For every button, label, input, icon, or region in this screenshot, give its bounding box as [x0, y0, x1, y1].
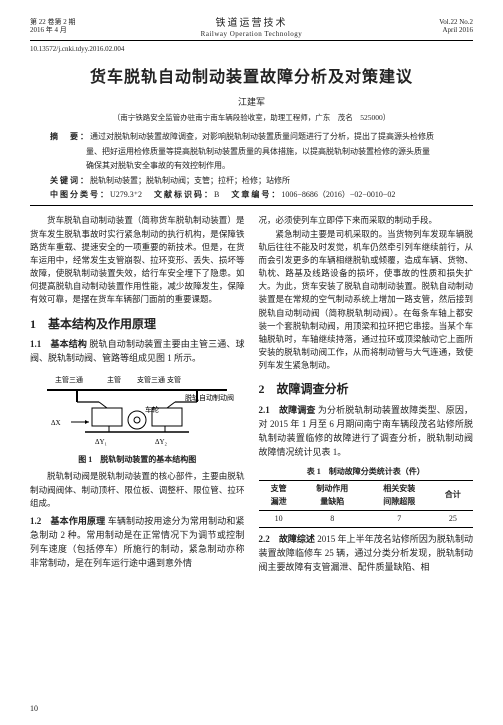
fig-label-dy1: ΔY₁	[95, 438, 107, 446]
sec-1-1-title: 1.1 基本结构	[30, 339, 87, 349]
classification-row: 中图分类号：U279.3⁺2 文献标识码：B 文章编号：1006−8686（20…	[30, 189, 473, 201]
fig-label-b: 主管	[107, 375, 121, 384]
fig-label-d: 支管	[167, 375, 181, 384]
keywords-label: 关键词：	[50, 176, 90, 185]
section-2-1: 2.1 故障调查 为分析脱轨制动装置故障类型、原因，对 2015 年 1 月至 …	[259, 404, 474, 460]
date-en: April 2016	[383, 26, 473, 34]
section-1-heading: 1 基本结构及作用原理	[30, 315, 245, 334]
journal-cn: 铁道运营技术	[120, 18, 383, 30]
table-cell: 10	[259, 510, 299, 527]
table-1-caption: 表 1 制动故障分类统计表（件）	[259, 466, 474, 478]
table-col-3: 合计	[433, 481, 473, 511]
running-head: 第 22 卷第 2 期 2016 年 4 月 铁道运营技术 Railway Op…	[30, 18, 473, 38]
divider	[30, 40, 473, 41]
artno-value: 1006−8686（2016）−02−0010−02	[281, 190, 395, 199]
keywords: 关键词：脱轨制动装置；脱轨制动阀；支管；拉杆；检修；站修所	[30, 175, 473, 187]
sec-1-2-title: 1.2 基本作用原理	[30, 516, 105, 526]
section-1-1: 1.1 基本结构 脱轨自动制动装置主要由主管三通、球阀、脱轨制动阀、管路等组成见…	[30, 338, 245, 366]
doccode-value: B	[214, 190, 219, 199]
table-col-0: 支管漏泄	[259, 481, 299, 511]
sec-1-1-after: 脱轨制动阀是脱轨制动装置的核心部件，主要由脱轨制动阀阀体、制动顶杆、限位板、调整…	[30, 470, 245, 510]
table-cell: 7	[366, 510, 433, 527]
abstract-label: 摘 要：	[50, 132, 90, 141]
table-row: 10 8 7 25	[259, 510, 474, 527]
right-p2: 紧急制动主要是司机采取的。当货物列车发现车辆脱轨后往往不能及时发觉，机车仍然牵引…	[259, 228, 474, 373]
figure-1-caption: 图 1 脱轨制动装置的基本结构图	[30, 454, 245, 466]
fig-label-e: 脱轨自动制动阀	[185, 393, 234, 402]
affiliation: （南宁铁路安全监管办驻南宁南车辆段验收室，助理工程师，广东 茂名 525000）	[30, 112, 473, 123]
sec-2-1-title: 2.1 故障调查	[259, 405, 316, 415]
page-number: 10	[30, 704, 38, 713]
divider	[30, 205, 473, 206]
clc-label: 中图分类号：	[50, 190, 110, 199]
article-title: 货车脱轨自动制动装置故障分析及对策建议	[30, 63, 473, 87]
table-col-1: 制动作用量缺陷	[299, 481, 366, 511]
date-cn: 2016 年 4 月	[30, 26, 120, 34]
section-2-heading: 2 故障调查分析	[259, 380, 474, 399]
table-1: 支管漏泄 制动作用量缺陷 相关安装间隙超限 合计 10 8 7 25	[259, 480, 474, 528]
left-column: 货车脱轨自动制动装置（简称货车脱轨制动装置）是货车发生脱轨事故时实行紧急制动的执…	[30, 214, 245, 577]
doccode-label: 文献标识码：	[154, 190, 214, 199]
fig-label-dx: ΔX	[51, 419, 61, 427]
intro-paragraph: 货车脱轨自动制动装置（简称货车脱轨制动装置）是货车发生脱轨事故时实行紧急制动的执…	[30, 214, 245, 306]
doi: 10.13572/j.cnki.tdyy.2016.02.004	[30, 45, 473, 53]
keywords-text: 脱轨制动装置；脱轨制动阀；支管；拉杆；检修；站修所	[90, 176, 290, 185]
table-col-2: 相关安装间隙超限	[366, 481, 433, 511]
fig-label-f: 车轮	[145, 405, 159, 414]
abstract: 摘 要：通过对脱轨制动装置故障调查，对影响脱轨制动装置质量问题进行了分析，提出了…	[30, 131, 473, 143]
table-cell: 8	[299, 510, 366, 527]
author: 江建军	[30, 95, 473, 108]
fig-label-c: 支管三通	[137, 375, 165, 384]
section-2-2: 2.2 故障综述 2015 年上半年茂名站修所因为脱轨制动装置故障临修车 25 …	[259, 533, 474, 575]
fig-label-dy2: ΔY₂	[155, 438, 168, 446]
vol-issue-en: Vol.22 No.2	[383, 18, 473, 26]
abstract-line3: 确保其对脱轨安全事故的有效控制作用。	[30, 160, 473, 172]
artno-label: 文章编号：	[231, 190, 281, 199]
body-columns: 货车脱轨自动制动装置（简称货车脱轨制动装置）是货车发生脱轨事故时实行紧急制动的执…	[30, 214, 473, 577]
sec-2-2-title: 2.2 故障综述	[259, 534, 315, 544]
table-cell: 25	[433, 510, 473, 527]
fig-label-a: 主管三通	[55, 375, 83, 384]
journal-en: Railway Operation Technology	[120, 30, 383, 38]
section-1-2: 1.2 基本作用原理 车辆制动按用途分为常用制动和紧急制动 2 种。常用制动是在…	[30, 515, 245, 571]
abstract-line2: 量、把好运用检修质量等提高脱轨制动装置质量的具体措施，以提高脱轨制动装置检修的源…	[30, 146, 473, 158]
right-column: 况，必须使列车立即停下来而采取的制动手段。 紧急制动主要是司机采取的。当货物列车…	[259, 214, 474, 577]
intro-cont: 况，必须使列车立即停下来而采取的制动手段。	[259, 214, 474, 227]
figure-1: 主管三通 主管 支管三通 支管 脱轨自动制动阀 车轮 ΔX ΔY₁ ΔY₂ 图 …	[30, 372, 245, 466]
abstract-line1: 通过对脱轨制动装置故障调查，对影响脱轨制动装置质量问题进行了分析，提出了提高源头…	[90, 132, 434, 141]
clc-value: U279.3⁺2	[110, 190, 142, 199]
